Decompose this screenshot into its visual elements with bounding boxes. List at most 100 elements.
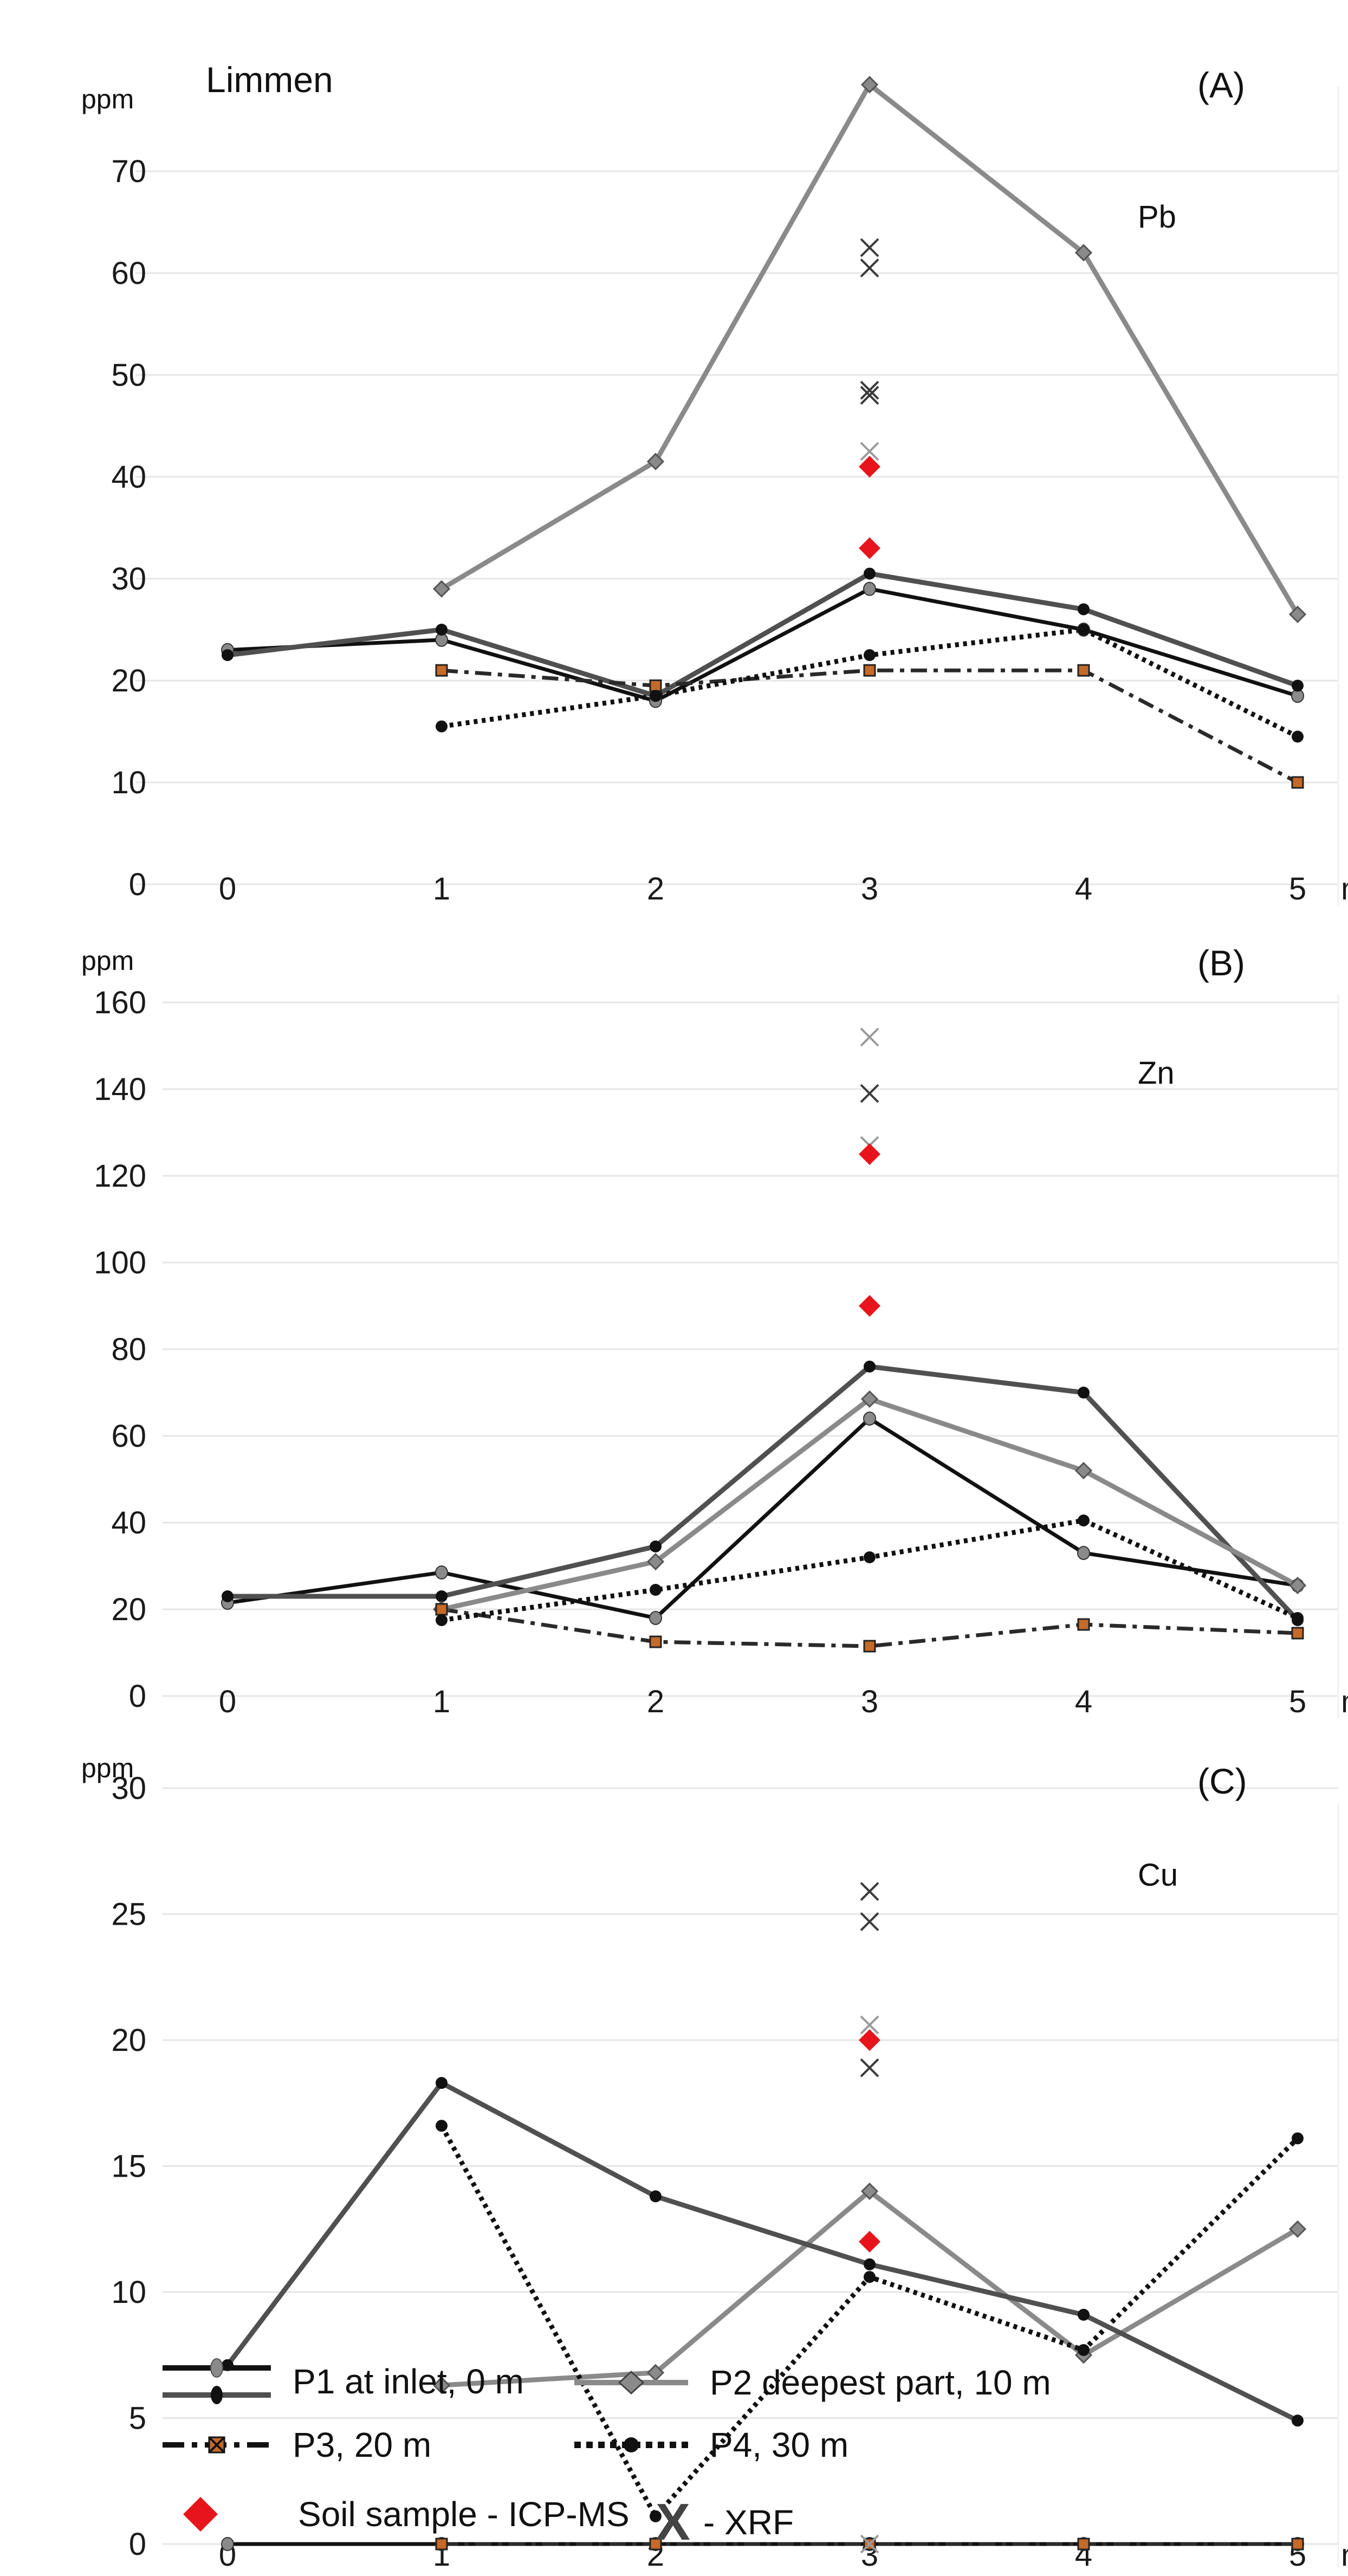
data-point-p4	[1292, 730, 1304, 743]
xrf-point	[860, 258, 879, 278]
xrf-point	[860, 2058, 879, 2077]
x-tick-label: 3	[861, 1684, 878, 1719]
data-point-p1a	[863, 1412, 876, 1426]
x-unit-label: m	[1341, 871, 1348, 907]
legend-label-p3: P3, 20 m	[293, 2425, 432, 2464]
legend-label-xrf: - XRF	[703, 2503, 794, 2542]
data-point-p2	[860, 1390, 879, 1408]
xrf-point	[860, 2015, 879, 2035]
panel-label: (C)	[1197, 1761, 1247, 1801]
x-tick-label: 2	[647, 1684, 664, 1719]
y-tick-label: 160	[94, 985, 146, 1020]
panel-cu: 051015202530012345mppm(C)Cu	[81, 1753, 1348, 2573]
data-point-p3	[435, 2538, 448, 2551]
data-point-p2	[432, 2376, 451, 2394]
data-point-p4	[864, 1551, 876, 1563]
y-tick-label: 70	[111, 154, 146, 189]
legend-item-p1: P1 at inlet, 0 m	[163, 2352, 524, 2411]
x-tick-label: 1	[433, 1684, 450, 1719]
x-tick-label: 4	[1075, 871, 1092, 907]
series-line-p1b	[227, 571, 1299, 698]
data-point-p1b	[1078, 1387, 1090, 1399]
data-point-p2	[1288, 1576, 1307, 1595]
site-label: Limmen	[206, 60, 333, 100]
data-point-p4	[650, 1584, 662, 1596]
data-point-p1b	[1292, 679, 1304, 692]
data-point-p4	[650, 690, 662, 702]
data-point-p3	[1077, 1618, 1090, 1631]
data-point-p3	[1291, 1627, 1304, 1640]
series-line-p1b	[225, 2080, 1299, 2423]
y-tick-label: 0	[129, 1679, 146, 1714]
y-tick-label: 50	[111, 358, 146, 393]
data-point-p4	[1078, 2344, 1090, 2356]
legend-swatch-p2	[574, 2370, 688, 2395]
data-point-p3	[863, 664, 876, 677]
legend: P1 at inlet, 0 m P2 deepest part, 10 m P…	[0, 2330, 1348, 2576]
y-tick-label: 10	[111, 765, 146, 800]
icpms-point	[859, 1295, 880, 1317]
legend-swatch-p3	[163, 2436, 271, 2454]
data-point-p3	[863, 1640, 876, 1653]
data-point-p1a	[221, 2537, 234, 2551]
x-tick-label: 3	[861, 871, 878, 907]
data-point-p4	[436, 720, 448, 733]
data-point-p3	[1291, 776, 1304, 789]
x-tick-label: 0	[219, 871, 236, 907]
xrf-point	[860, 380, 879, 400]
y-tick-label: 25	[111, 1897, 146, 1932]
x-tick-label: 5	[1289, 1684, 1306, 1719]
icpms-point	[859, 1143, 880, 1165]
data-point-p4	[436, 2120, 448, 2132]
legend-item-p4: P4, 30 m	[574, 2425, 848, 2465]
data-point-p4	[650, 2510, 662, 2522]
data-point-p2	[1074, 1461, 1093, 1480]
data-point-p1b	[436, 1590, 448, 1602]
data-point-p2	[646, 452, 665, 470]
xrf-point	[860, 1084, 879, 1103]
data-point-p4	[1078, 1514, 1090, 1526]
y-tick-label: 20	[111, 1592, 146, 1627]
series-line-p3	[441, 668, 1299, 785]
panel-label: (B)	[1197, 943, 1245, 983]
series-line-p1a	[227, 1416, 1298, 1620]
data-point-p3	[1291, 2538, 1304, 2551]
y-tick-label: 0	[129, 867, 146, 902]
legend-item-xrf: X - XRF	[656, 2493, 794, 2552]
data-point-p2	[860, 2182, 879, 2200]
data-point-p1b	[864, 567, 876, 580]
series-line-p1b	[228, 1364, 1300, 1622]
y-tick-label: 5	[129, 2401, 146, 2436]
y-tick-label: 20	[111, 2023, 146, 2058]
data-point-p4	[1078, 624, 1090, 636]
y-tick-label: 0	[129, 2527, 146, 2562]
legend-label-icpms: Soil sample - ICP-MS	[298, 2495, 630, 2534]
y-unit-label: ppm	[81, 84, 134, 114]
data-point-p4	[1292, 1612, 1304, 1624]
legend-label-p2: P2 deepest part, 10 m	[710, 2363, 1051, 2402]
xrf-point	[860, 2534, 879, 2554]
data-point-p3	[649, 1635, 662, 1648]
x-unit-label: m	[1341, 1684, 1348, 1719]
x-tick-label: 5	[1289, 871, 1306, 907]
series-line-p4	[441, 1518, 1299, 1623]
legend-item-p2: P2 deepest part, 10 m	[574, 2363, 1051, 2403]
y-tick-label: 15	[111, 2149, 146, 2184]
y-tick-label: 60	[111, 1419, 146, 1454]
y-tick-label: 30	[111, 1771, 146, 1806]
xrf-point	[860, 1912, 879, 1931]
series-line-p1a	[227, 587, 1299, 703]
data-point-p3	[1077, 664, 1090, 677]
series-line-p4	[441, 627, 1299, 739]
data-point-p1b	[222, 649, 234, 661]
icpms-point	[859, 2029, 880, 2051]
data-point-p2	[646, 1552, 665, 1571]
icpms-point	[859, 456, 880, 478]
data-point-p2	[1288, 2220, 1307, 2238]
data-point-p4	[864, 2271, 876, 2283]
data-point-p1b	[1292, 2415, 1304, 2427]
xrf-x-icon: X	[656, 2493, 691, 2551]
y-tick-label: 60	[111, 256, 146, 291]
data-point-p4	[436, 1614, 448, 1626]
